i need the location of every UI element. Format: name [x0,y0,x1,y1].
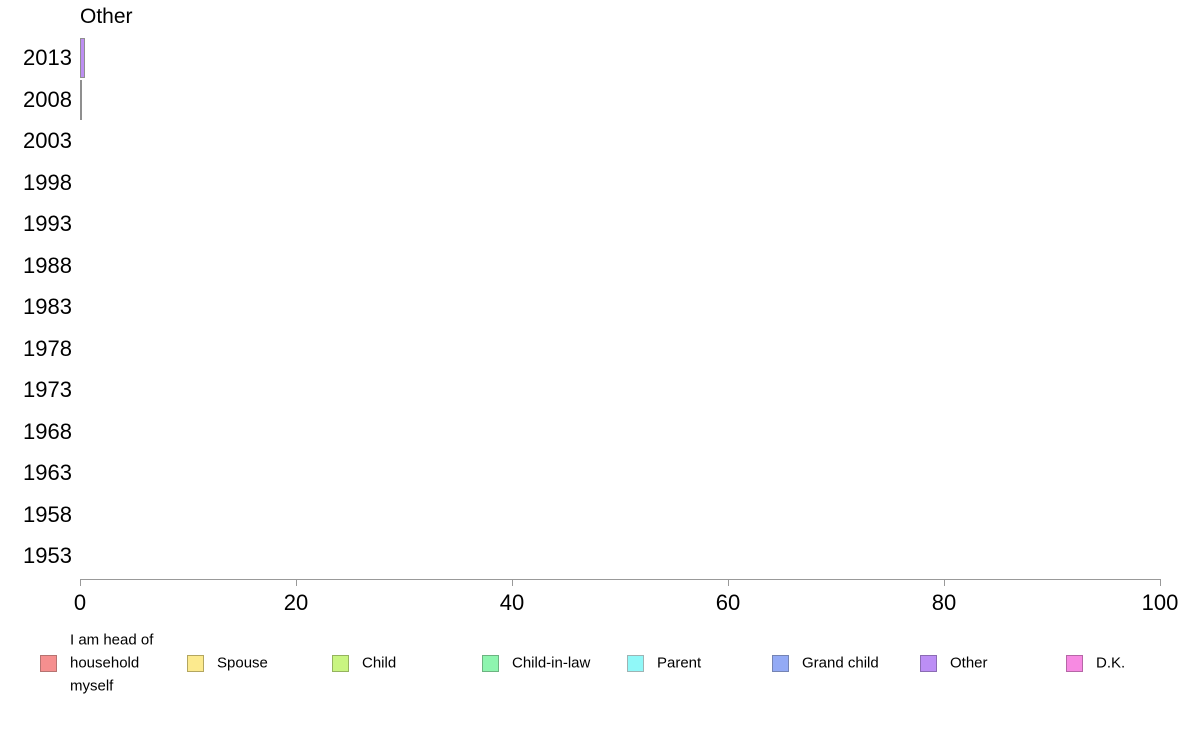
x-axis-tick [1160,579,1161,586]
x-axis-tick [512,579,513,586]
y-axis-label: 2003 [23,128,72,153]
y-axis-label: 1988 [23,252,72,278]
x-axis-tick-label: 80 [931,590,957,615]
bar-2008 [80,79,82,120]
y-axis-label: 1953 [23,543,72,568]
x-axis-tick [728,579,729,586]
legend-swatch-child [332,655,349,672]
y-axis-label: 2013 [23,45,72,70]
legend-swatch-child-in-law [482,655,499,672]
x-axis-tick-label: 0 [73,590,87,615]
x-axis-line [80,579,1161,580]
y-axis-label: 1998 [23,169,72,195]
legend-swatch-i-am-head-of-household-myself [40,655,57,672]
x-axis-tick-label: 20 [283,590,309,615]
legend-swatch-other [920,655,937,672]
legend-item-label: Child-in-law [512,654,591,672]
bar-2013 [80,38,86,78]
y-axis-label: 1968 [23,418,72,444]
x-axis-tick [944,579,945,586]
x-axis-tick-label: 60 [715,590,741,615]
legend-item-label: Other [950,654,988,672]
y-axis-label: 1978 [23,335,72,361]
legend-item-label: Child [362,654,397,672]
x-axis-tick [296,579,297,586]
legend-swatch-spouse [187,655,204,672]
x-axis-tick-label: 100 [1141,590,1179,615]
y-axis-label: 1973 [23,377,72,402]
legend-swatch-d-k [1066,655,1083,672]
legend-item-label: Parent [657,654,702,672]
y-axis-label: 1963 [23,460,72,485]
x-axis-tick-label: 40 [499,590,525,615]
legend-item-label: Spouse [217,654,268,672]
y-axis-label: 1983 [23,294,72,319]
y-axis-label: 1993 [23,211,72,236]
chart-title: Other [80,5,133,28]
legend-swatch-grand-child [772,655,789,672]
x-axis-tick [80,579,81,586]
legend-swatch-parent [627,655,644,672]
legend-item-label: Grand child [802,654,879,672]
legend-item-label: I am head of household myself [70,631,154,695]
y-axis-label: 2008 [23,86,72,112]
legend-item-label: D.K. [1096,654,1126,672]
y-axis-label: 1958 [23,501,72,527]
